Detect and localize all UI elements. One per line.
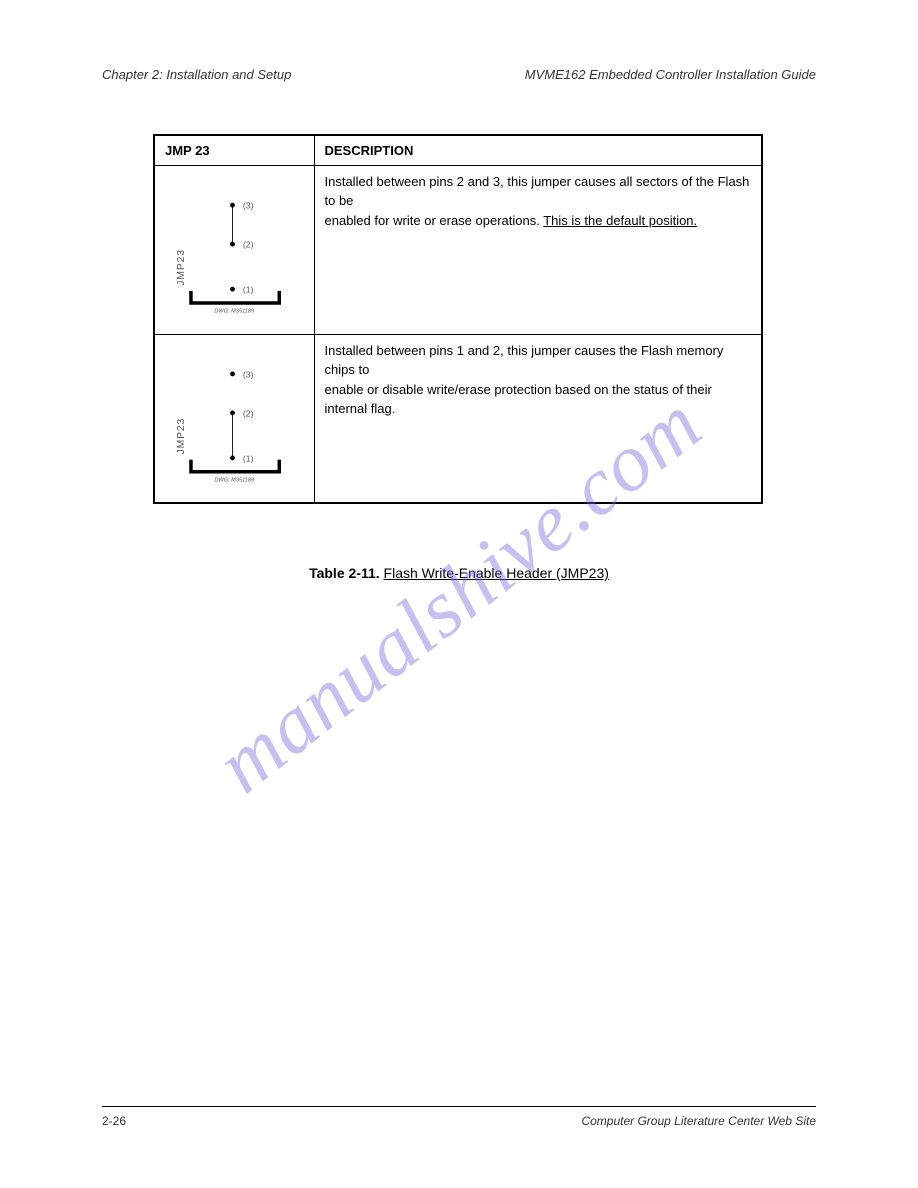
desc-text: Installed between pins 2 and 3, this jum… <box>325 174 750 209</box>
footer-source: Computer Group Literature Center Web Sit… <box>581 1114 816 1128</box>
pin-2-label: (2) <box>243 408 254 418</box>
jumper-table: JMP 23 DESCRIPTION JMP23 (3) (2) (1 <box>153 134 763 504</box>
jumper-diagram-svg: JMP23 (3) (2) (1) DWG: M351189 <box>165 172 304 325</box>
desc-text-cont: enable or disable write/erase protection… <box>325 382 712 417</box>
pin-3 <box>230 371 235 376</box>
jumper-bracket <box>191 290 279 302</box>
footer-divider <box>102 1106 816 1107</box>
dwg-label: DWG: M351189 <box>214 477 254 483</box>
jumper-diagram-cell: JMP23 (3) (2) (1) DWG: M351189 <box>154 334 314 503</box>
pin-1 <box>230 286 235 291</box>
description-cell: Installed between pins 1 and 2, this jum… <box>314 334 762 503</box>
pin-1-label: (1) <box>243 453 254 463</box>
jumper-diagram-svg: JMP23 (3) (2) (1) DWG: M351189 <box>165 341 304 494</box>
table-header-row: JMP 23 DESCRIPTION <box>154 135 762 165</box>
page-container: Chapter 2: Installation and Setup MVME16… <box>0 0 918 1188</box>
pin-3-label: (3) <box>243 200 254 210</box>
table-caption-number: Table 2-11. <box>309 565 383 581</box>
pin-1-label: (1) <box>243 284 254 294</box>
description-cell: Installed between pins 2 and 3, this jum… <box>314 165 762 334</box>
table-row: JMP23 (3) (2) (1) DWG: M351189 Inst <box>154 334 762 503</box>
header-right: MVME162 Embedded Controller Installation… <box>525 67 816 82</box>
jumper-label: JMP23 <box>176 249 187 286</box>
header-description: DESCRIPTION <box>314 135 762 165</box>
table-caption: Table 2-11. Flash Write-Enable Header (J… <box>0 565 918 581</box>
header-left: Chapter 2: Installation and Setup <box>102 67 291 82</box>
jumper-label: JMP23 <box>176 417 187 454</box>
jumper-bracket <box>191 459 279 471</box>
page-number: 2-26 <box>102 1114 126 1128</box>
pin-2-label: (2) <box>243 239 254 249</box>
jumper-diagram-cell: JMP23 (3) (2) (1) DWG: M351189 <box>154 165 314 334</box>
header-jumper: JMP 23 <box>154 135 314 165</box>
desc-text-underline: This is the default position. <box>543 213 697 228</box>
pin-3-label: (3) <box>243 369 254 379</box>
table-row: JMP23 (3) (2) (1) DWG: M351189 <box>154 165 762 334</box>
desc-text: Installed between pins 1 and 2, this jum… <box>325 343 724 378</box>
desc-text-cont: enabled for write or erase operations. <box>325 213 544 228</box>
table-caption-text: Flash Write-Enable Header (JMP23) <box>384 565 609 581</box>
dwg-label: DWG: M351189 <box>214 308 254 314</box>
